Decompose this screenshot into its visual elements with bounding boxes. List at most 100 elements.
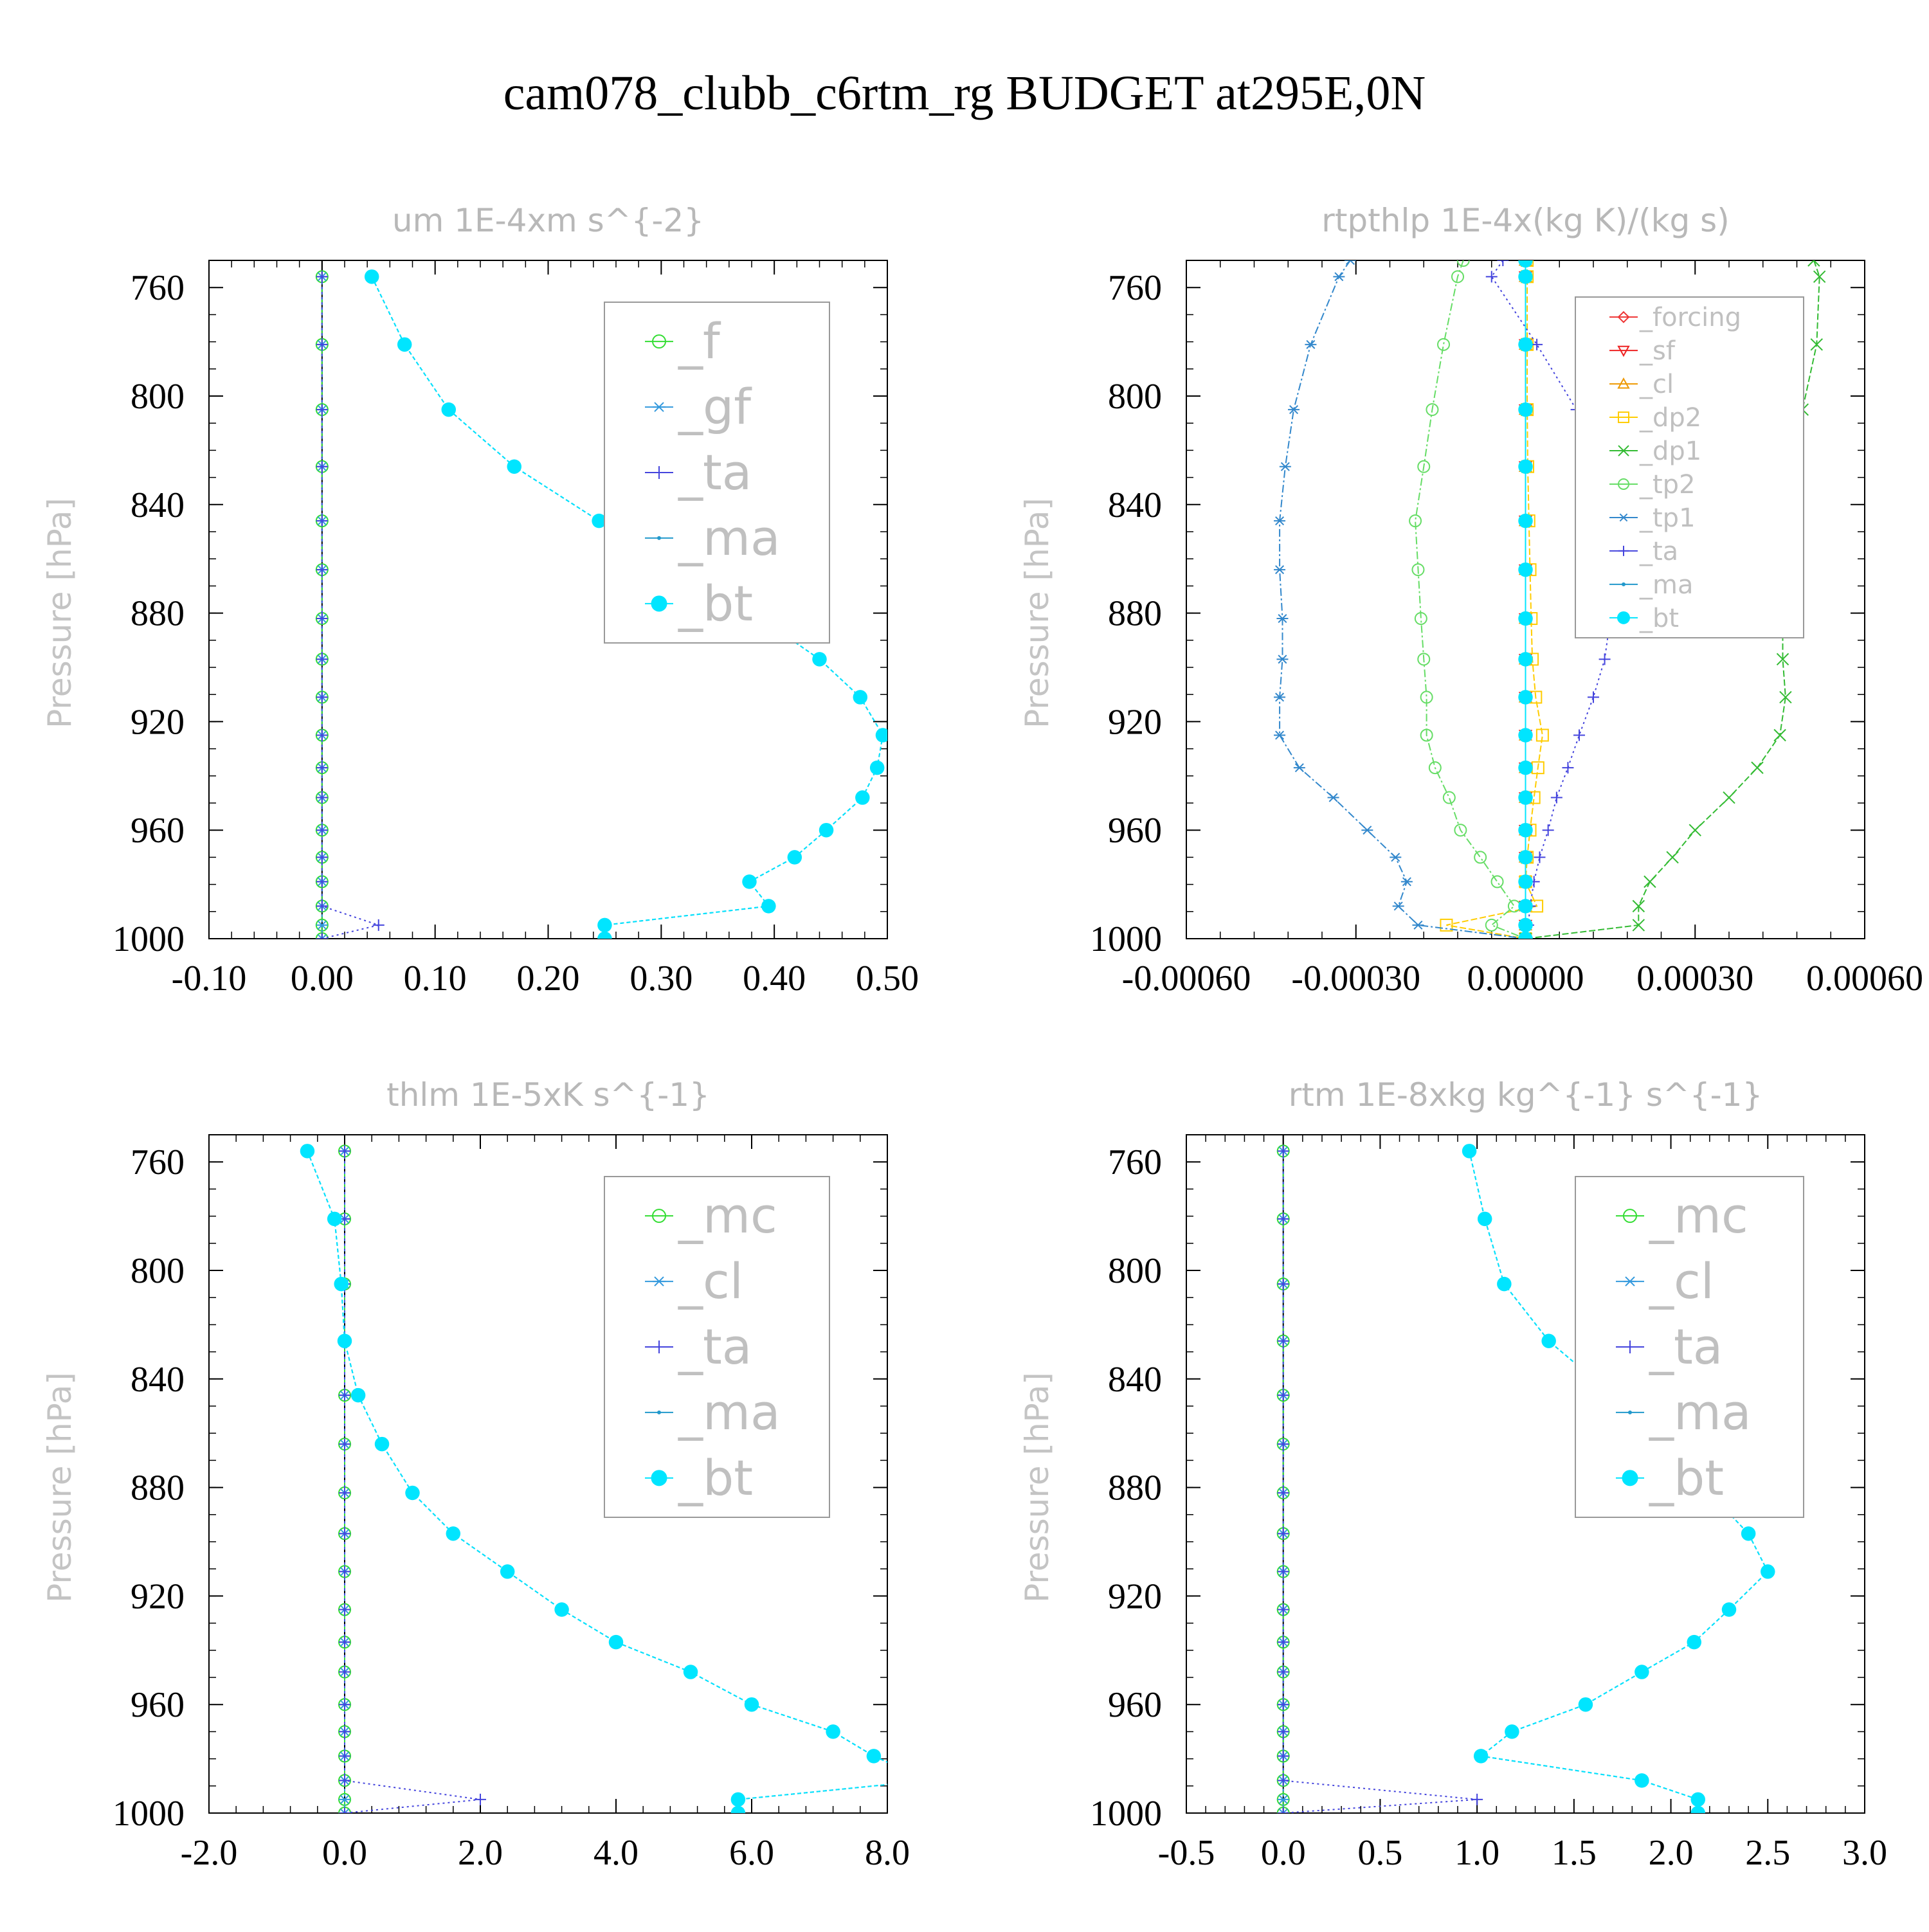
data-point-ta <box>1277 1528 1289 1540</box>
legend-label: _gf <box>678 378 752 435</box>
chart-panel-4: rtm 1E-8xkg kg^{-1} s^{-1} Pressure [hPa]… <box>1019 1076 1887 1873</box>
data-point-bt <box>441 402 457 417</box>
data-point-ta <box>316 933 328 939</box>
data-point-tp2 <box>1456 260 1470 267</box>
data-point-bt <box>592 513 606 528</box>
data-point-ta <box>316 876 328 888</box>
data-point-ta <box>316 691 328 703</box>
data-point-bt <box>1518 690 1533 705</box>
data-point-tp1 <box>1361 826 1373 835</box>
data-point-ta <box>1588 691 1599 703</box>
series-line-ta <box>1282 1151 1478 1813</box>
legend-box <box>604 1176 830 1518</box>
data-point-bt <box>327 1211 342 1227</box>
data-point-ta <box>1277 1335 1289 1347</box>
legend-marker <box>1618 445 1629 456</box>
data-point-ta <box>1277 1213 1289 1225</box>
data-point-ta <box>339 1774 350 1787</box>
data-point-bt <box>730 1805 746 1813</box>
y-tick-label: 840 <box>1108 485 1162 525</box>
legend-box <box>1575 296 1804 638</box>
x-tick-label: 1.0 <box>1454 1833 1499 1873</box>
data-point-ta <box>316 564 328 576</box>
x-tick-label: 0.00060 <box>1806 959 1923 998</box>
x-tick-label: 0.50 <box>856 959 919 998</box>
data-point-bt <box>1635 1665 1649 1679</box>
series-group <box>1276 1144 1775 1813</box>
data-point-bt <box>374 1436 390 1452</box>
legend-marker <box>652 1209 666 1223</box>
data-point-tp2 <box>1474 851 1487 864</box>
series-line-ta <box>344 1151 481 1813</box>
data-point-bt <box>1518 728 1533 743</box>
legend-marker <box>1618 411 1629 424</box>
data-point-bt <box>855 790 870 805</box>
legend-marker <box>652 334 666 349</box>
data-point-ta <box>1277 1603 1289 1616</box>
data-point-ta <box>1598 653 1611 665</box>
data-point-tp2 <box>1426 403 1439 417</box>
data-point-ta <box>339 1145 350 1157</box>
x-tick-label: 0.40 <box>743 959 806 998</box>
data-point-bt <box>507 459 521 474</box>
y-tick-label: 760 <box>1108 1142 1162 1182</box>
legend-marker <box>1622 1470 1638 1486</box>
data-point-ma <box>926 1778 930 1782</box>
legend-marker <box>657 1410 661 1414</box>
legend-marker <box>653 466 666 479</box>
data-point-ta <box>1277 1666 1289 1678</box>
data-point-bt <box>1518 790 1533 805</box>
data-point-ta <box>339 1699 350 1711</box>
data-point-dp1 <box>1632 899 1645 913</box>
data-point-ta <box>316 851 328 863</box>
data-point-bt <box>397 337 412 352</box>
data-point-tp2 <box>1420 691 1433 704</box>
x-tick-label: 0.00 <box>291 959 354 998</box>
data-point-bt <box>1518 652 1533 667</box>
y-tick-label: 1000 <box>113 1794 185 1834</box>
legend-marker <box>1624 1341 1636 1353</box>
legend-marker <box>651 595 667 612</box>
y-tick-label: 920 <box>1108 702 1162 742</box>
data-point-dp1 <box>1644 875 1656 889</box>
data-point-bt <box>1518 611 1533 626</box>
x-tick-label: 0.00000 <box>1467 959 1584 998</box>
data-point-tp2 <box>1490 875 1504 889</box>
x-tick-label: 0.10 <box>404 959 467 998</box>
data-point-bt <box>500 1564 515 1579</box>
data-point-ta <box>316 729 328 741</box>
data-point-bt <box>1518 402 1533 417</box>
data-point-tp1 <box>1276 655 1289 664</box>
data-point-dp1 <box>1723 791 1735 804</box>
data-point-bt <box>812 652 827 667</box>
legend-label: _mc <box>1649 1187 1748 1244</box>
data-point-ta <box>316 404 328 416</box>
data-point-ta <box>1277 1487 1289 1499</box>
data-point-bt <box>446 1526 461 1541</box>
legend: _mc _cl _ta _ma _bt <box>1575 1176 1804 1518</box>
data-point-bt <box>1505 1724 1519 1739</box>
data-point-ta <box>1534 851 1546 863</box>
data-point-ta <box>1550 791 1562 804</box>
data-point-bt <box>1761 1564 1775 1579</box>
data-point-bt <box>826 1724 840 1739</box>
legend-marker <box>1618 513 1629 522</box>
data-point-tp1 <box>1390 853 1402 862</box>
y-tick-label: 920 <box>131 702 185 742</box>
series-line-tp1 <box>1279 260 1526 939</box>
y-tick-label: 840 <box>131 485 185 525</box>
x-tick-label: -0.00060 <box>1122 959 1251 998</box>
chart-panel-2: rtpthlp 1E-4x(kg K)/(kg s) Pressure [hPa]… <box>1019 202 1923 998</box>
data-point-ta <box>339 1807 350 1813</box>
data-point-bt <box>1741 1526 1756 1541</box>
data-point-ta <box>1277 1566 1289 1578</box>
data-point-tp1 <box>1274 692 1286 702</box>
legend-label: _dp2 <box>1639 403 1701 433</box>
data-point-tp2 <box>1417 653 1431 666</box>
data-point-ta <box>316 900 328 912</box>
x-tick-label: -0.5 <box>1158 1833 1215 1873</box>
data-point-bt <box>1518 562 1533 577</box>
data-point-dp1 <box>1807 260 1820 267</box>
x-tick-label: 2.5 <box>1745 1833 1790 1873</box>
